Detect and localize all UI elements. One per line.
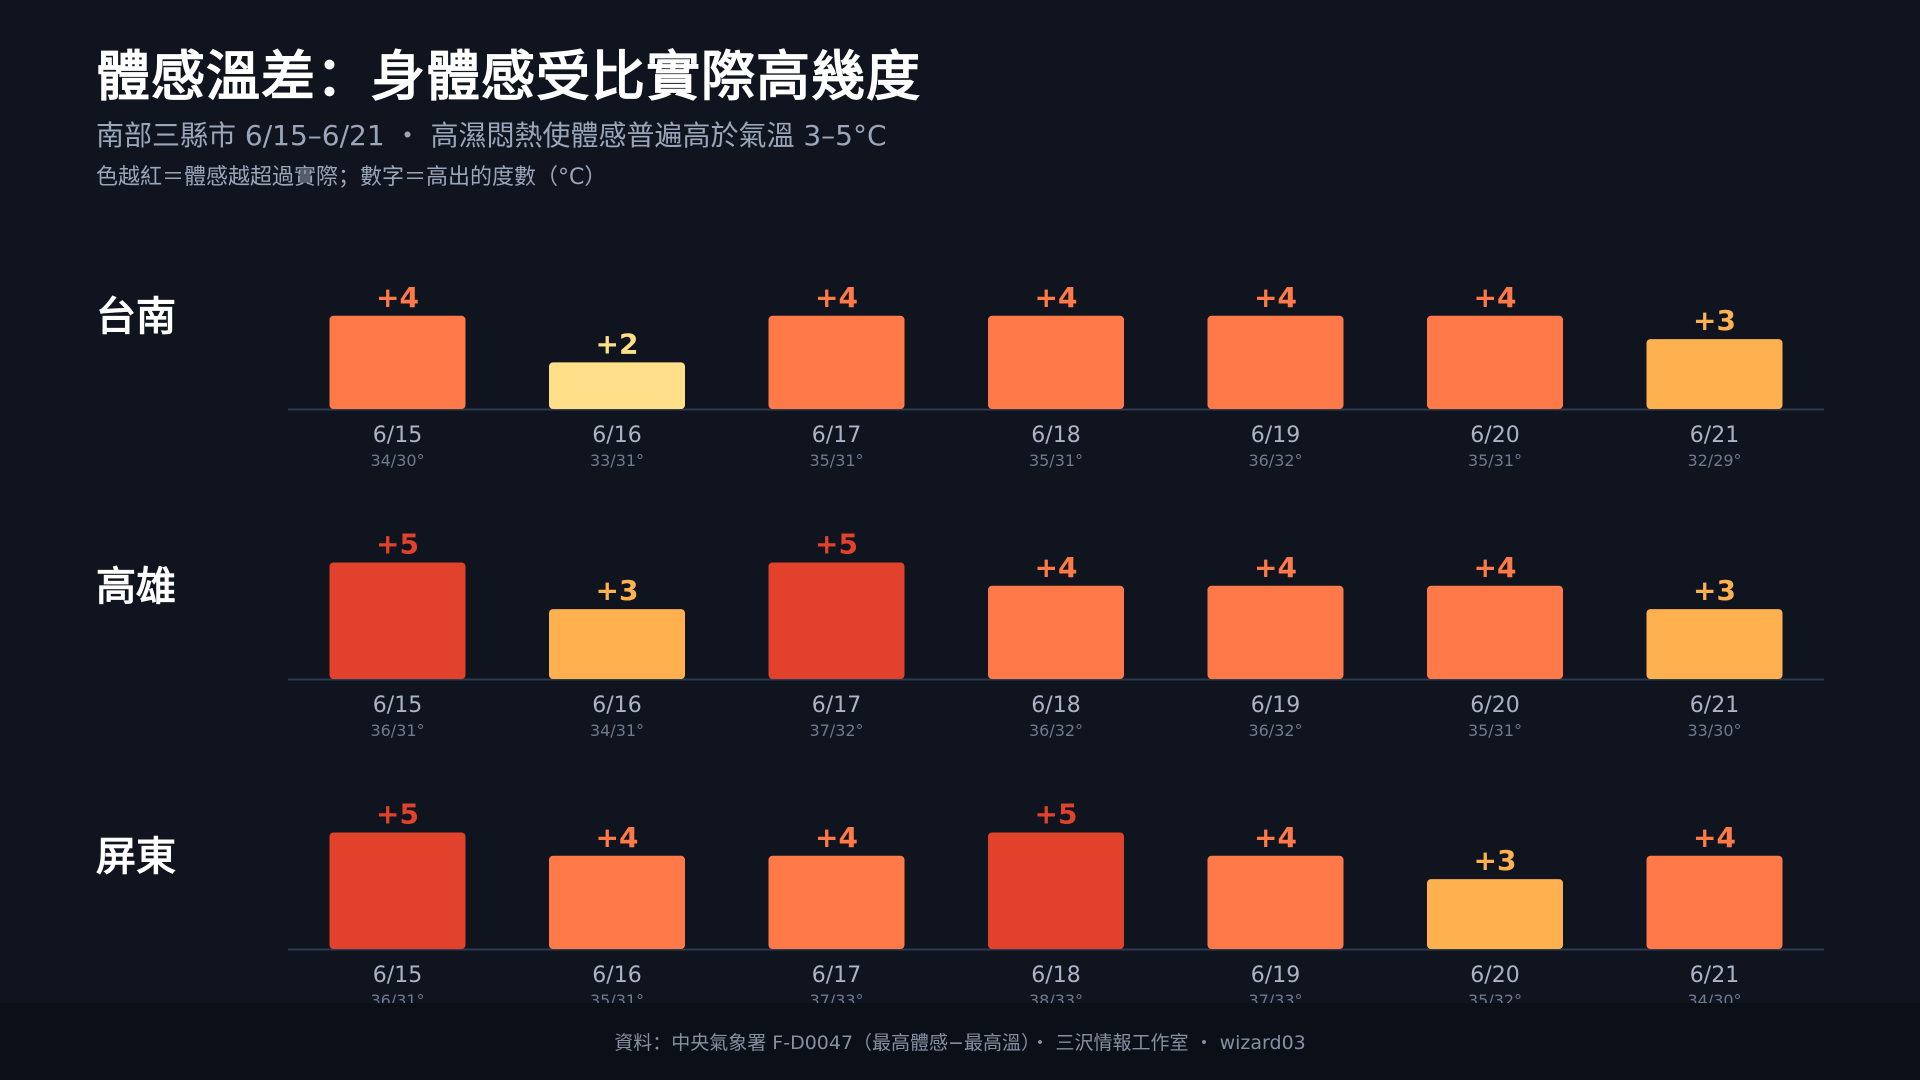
bar (329, 315, 466, 409)
temperature-label: 36/31° (370, 991, 424, 1003)
temperature-label: 34/31° (590, 721, 644, 740)
date-tick-label: 6/20 (1470, 963, 1519, 988)
date-tick-label: 6/15 (373, 693, 422, 718)
temperature-label: 35/31° (590, 991, 644, 1003)
date-tick-label: 6/15 (373, 423, 422, 448)
bar (1207, 315, 1344, 409)
temperature-label: 36/32° (1029, 721, 1083, 740)
date-tick-label: 6/16 (592, 693, 641, 718)
bar-value-label: +3 (1693, 574, 1736, 607)
chart-header: 體感溫差：身體感受比實際高幾度 南部三縣市 6/15–6/21 ・ 高濕悶熱使體… (96, 40, 921, 194)
bar-value-label: +4 (1474, 281, 1517, 314)
bar (1427, 585, 1563, 679)
bar-value-label: +4 (376, 281, 419, 314)
date-tick-label: 6/15 (373, 963, 422, 988)
chart-subtitle: 南部三縣市 6/15–6/21 ・ 高濕悶熱使體感普遍高於氣溫 3–5°C (96, 119, 887, 152)
temperature-label: 35/31° (1029, 451, 1083, 470)
date-tick-label: 6/17 (812, 963, 861, 988)
bar-value-label: +4 (815, 821, 858, 854)
bar (549, 855, 685, 949)
panel-label: 屏東 (96, 834, 176, 880)
bar-value-label: +3 (1693, 304, 1736, 337)
bar-value-label: +5 (376, 528, 419, 561)
temperature-label: 34/30° (370, 451, 424, 470)
date-tick-label: 6/17 (812, 423, 861, 448)
panel-label: 高雄 (96, 564, 176, 610)
bar (988, 832, 1124, 949)
bar-value-label: +4 (1474, 551, 1517, 584)
date-tick-label: 6/18 (1031, 423, 1080, 448)
footer: 資料：中央氣象署 F-D0047（最高體感−最高溫）・ 三沢情報工作室 ・ wi… (0, 1003, 1920, 1080)
date-tick-label: 6/20 (1470, 693, 1519, 718)
bar-value-label: +3 (596, 574, 639, 607)
footer-source: 資料：中央氣象署 F-D0047（最高體感−最高溫）・ 三沢情報工作室 ・ wi… (614, 1032, 1306, 1054)
date-tick-label: 6/19 (1251, 423, 1300, 448)
date-tick-label: 6/16 (592, 423, 641, 448)
bar (329, 832, 466, 949)
bar-value-label: +4 (1035, 551, 1078, 584)
date-tick-label: 6/18 (1031, 693, 1080, 718)
bar (1646, 609, 1783, 679)
bar (1646, 339, 1783, 409)
temperature-label: 35/31° (1468, 451, 1522, 470)
temperature-label: 34/30° (1687, 991, 1741, 1003)
bar (1427, 315, 1563, 409)
temperature-label: 32/29° (1687, 451, 1741, 470)
bar-value-label: +5 (815, 528, 858, 561)
temperature-label: 33/31° (590, 451, 644, 470)
date-tick-label: 6/18 (1031, 963, 1080, 988)
bar-value-label: +2 (596, 327, 639, 360)
bar-value-label: +5 (376, 798, 419, 831)
temperature-label: 35/31° (809, 451, 863, 470)
bar (549, 362, 685, 409)
bar (768, 315, 905, 409)
date-tick-label: 6/16 (592, 963, 641, 988)
bar-value-label: +3 (1474, 844, 1517, 877)
chart-note: 色越紅＝體感越超過實際；數字＝高出的度數（°C） (96, 165, 607, 190)
temperature-label: 33/30° (1687, 721, 1741, 740)
bar (1427, 879, 1563, 949)
bar-value-label: +5 (1035, 798, 1078, 831)
bar (768, 562, 905, 679)
date-tick-label: 6/21 (1690, 963, 1739, 988)
panel-label: 台南 (96, 294, 176, 340)
bar (988, 315, 1124, 409)
date-tick-label: 6/19 (1251, 963, 1300, 988)
bar (1207, 585, 1344, 679)
date-tick-label: 6/21 (1690, 693, 1739, 718)
bar-value-label: +4 (596, 821, 639, 854)
bar-value-label: +4 (1254, 551, 1297, 584)
date-tick-label: 6/17 (812, 693, 861, 718)
temperature-label: 36/31° (370, 721, 424, 740)
temperature-label: 37/32° (809, 721, 863, 740)
bar-value-label: +4 (815, 281, 858, 314)
date-tick-label: 6/21 (1690, 423, 1739, 448)
bar (988, 585, 1124, 679)
feels-like-difference-chart: 台南 +4 6/15 34/30° +2 6/16 33/31° +4 6/17 35/31° +4… (96, 281, 1824, 1003)
temperature-label: 37/33° (1248, 991, 1302, 1003)
chart-title: 體感溫差：身體感受比實際高幾度 (96, 45, 921, 108)
temperature-label: 38/33° (1029, 991, 1083, 1003)
temperature-label: 35/31° (1468, 721, 1522, 740)
bar (1207, 855, 1344, 949)
temperature-label: 37/33° (809, 991, 863, 1003)
bar-value-label: +4 (1693, 821, 1736, 854)
bar-value-label: +4 (1254, 281, 1297, 314)
date-tick-label: 6/19 (1251, 693, 1300, 718)
bar (329, 562, 466, 679)
bar-value-label: +4 (1035, 281, 1078, 314)
bar (549, 609, 685, 679)
temperature-label: 36/32° (1248, 451, 1302, 470)
date-tick-label: 6/20 (1470, 423, 1519, 448)
bar-value-label: +4 (1254, 821, 1297, 854)
bar (1646, 855, 1783, 949)
bar (768, 855, 905, 949)
temperature-label: 36/32° (1248, 721, 1302, 740)
temperature-label: 35/32° (1468, 991, 1522, 1003)
